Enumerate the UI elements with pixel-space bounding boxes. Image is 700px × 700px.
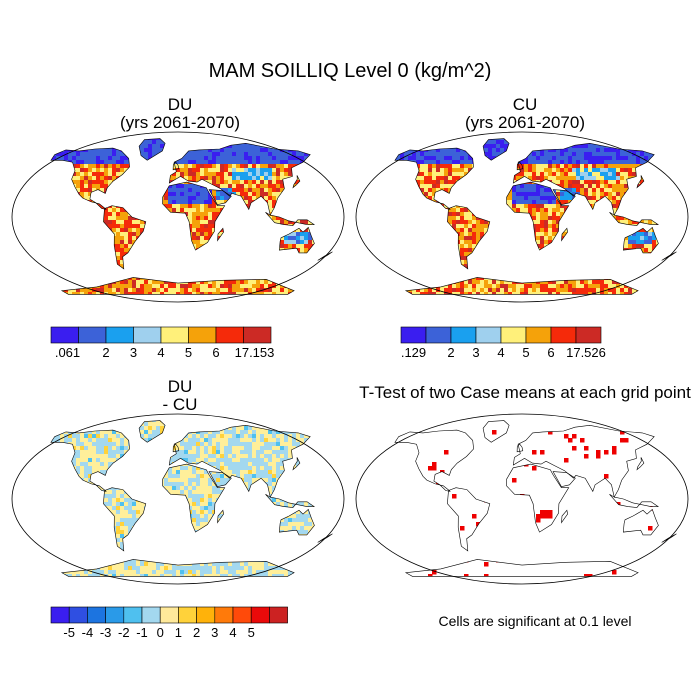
colorbar-label: -5	[63, 625, 75, 640]
colorbar-box	[78, 326, 107, 344]
colorbar-label: 4	[229, 625, 236, 640]
colorbar-label: 3	[130, 345, 137, 360]
colorbar-box	[400, 326, 427, 344]
significance-note: Cells are significant at 0.1 level	[438, 613, 632, 629]
colorbar-box	[450, 326, 477, 344]
panel-ttest-line1: T-Test of two Case means at each grid po…	[359, 383, 691, 402]
colorbar-label: 4	[497, 345, 504, 360]
panel-cu-line2: (yrs 2061-2070)	[464, 113, 585, 132]
colorbar-label: 2	[193, 625, 200, 640]
colorbar-box	[250, 606, 270, 624]
colorbar-box	[525, 326, 552, 344]
colorbar-box	[550, 326, 577, 344]
colorbar-box	[105, 606, 125, 624]
colorbar-label: 2	[102, 345, 109, 360]
colorbar-box	[269, 606, 288, 624]
colorbar-diff: -5 -4 -3 -2 -1 0 1 2 3 4 5	[50, 606, 288, 640]
colorbar-box	[160, 326, 189, 344]
colorbar-label: 4	[157, 345, 164, 360]
colorbar-label: 1	[175, 625, 182, 640]
colorbar-box	[159, 606, 179, 624]
colorbar-label: .129	[401, 345, 426, 360]
colorbar-label: 6	[547, 345, 554, 360]
panel-title-du: DU (yrs 2061-2070)	[10, 96, 350, 132]
colorbar-box	[68, 606, 88, 624]
colorbar-label: -1	[136, 625, 148, 640]
colorbar-box	[500, 326, 527, 344]
colorbar-box	[141, 606, 161, 624]
colorbar-label: .061	[55, 345, 80, 360]
colorbar-cu: .129 2 3 4 5 6 17.526	[400, 326, 606, 360]
colorbar-label: 2	[447, 345, 454, 360]
colorbar-box	[475, 326, 502, 344]
colorbar-box	[133, 326, 162, 344]
figure-title: MAM SOILLIQ Level 0 (kg/m^2)	[208, 60, 492, 82]
colorbar-box	[105, 326, 134, 344]
colorbar-du: .061 2 3 4 5 6 17.153	[50, 326, 275, 360]
panel-diff-line1: DU	[167, 377, 193, 396]
colorbar-box	[214, 606, 234, 624]
panel-title-diff: DU - CU	[10, 378, 350, 414]
colorbar-box	[425, 326, 452, 344]
colorbar-box	[196, 606, 216, 624]
map-ttest	[355, 413, 689, 585]
panel-du-line1: DU	[167, 95, 193, 114]
map-diff	[11, 413, 345, 585]
colorbar-label: 17.153	[235, 345, 275, 360]
colorbar-label: 5	[185, 345, 192, 360]
colorbar-label: 0	[157, 625, 164, 640]
colorbar-label: -2	[118, 625, 130, 640]
colorbar-box	[123, 606, 143, 624]
colorbar-box	[575, 326, 602, 344]
colorbar-label: 3	[472, 345, 479, 360]
panel-title-ttest: T-Test of two Case means at each grid po…	[352, 384, 698, 402]
colorbar-label: 6	[212, 345, 219, 360]
colorbar-label: 17.526	[566, 345, 606, 360]
colorbar-label: -4	[82, 625, 94, 640]
colorbar-box	[50, 606, 70, 624]
map-cu	[355, 131, 689, 303]
map-du	[11, 131, 345, 303]
colorbar-label: 5	[248, 625, 255, 640]
panel-du-line2: (yrs 2061-2070)	[119, 113, 240, 132]
colorbar-box	[178, 606, 197, 624]
colorbar-box	[215, 326, 244, 344]
colorbar-label: 3	[211, 625, 218, 640]
colorbar-box	[50, 326, 79, 344]
colorbar-label: 5	[522, 345, 529, 360]
colorbar-box	[232, 606, 252, 624]
colorbar-label: -3	[100, 625, 112, 640]
panel-diff-line2: - CU	[162, 395, 198, 414]
panel-cu-line1: CU	[512, 95, 538, 114]
colorbar-box	[243, 326, 272, 344]
colorbar-box	[87, 606, 106, 624]
panel-title-cu: CU (yrs 2061-2070)	[355, 96, 695, 132]
colorbar-box	[188, 326, 217, 344]
